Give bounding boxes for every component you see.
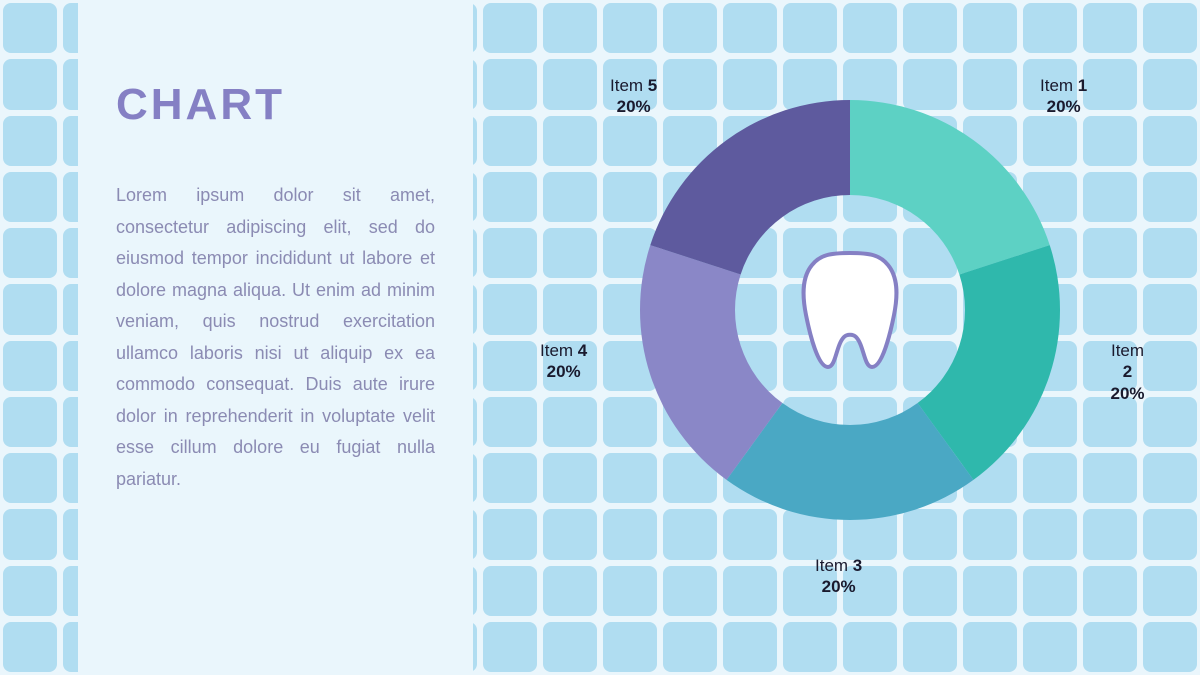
slice-label: Item 520% [610, 75, 657, 118]
chart-title: CHART [116, 80, 435, 130]
chart-description: Lorem ipsum dolor sit amet, consectetur … [116, 180, 435, 495]
text-panel: CHART Lorem ipsum dolor sit amet, consec… [78, 0, 473, 675]
donut-chart-area: Item 120% Item 220% Item 320% Item 420% Item… [530, 55, 1150, 625]
slice-label: Item 320% [815, 555, 862, 598]
slice-label: Item 420% [540, 340, 587, 383]
slice-label: Item 120% [1040, 75, 1087, 118]
donut-chart [640, 100, 1060, 520]
tooth-icon [790, 245, 910, 375]
slice-label: Item 220% [1105, 340, 1150, 404]
